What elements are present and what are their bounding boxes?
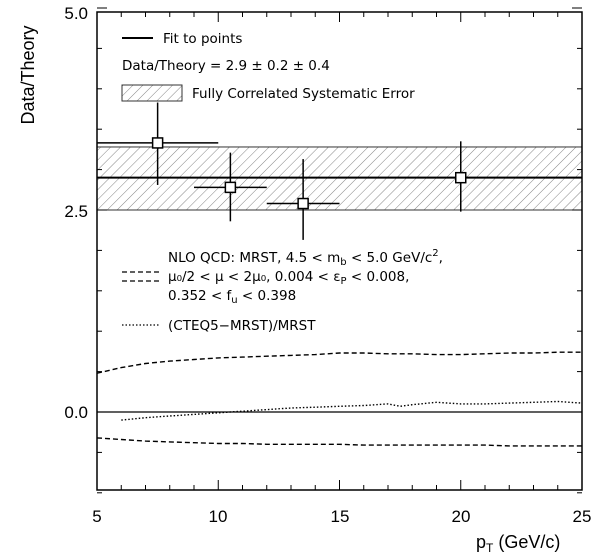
data-point (224, 181, 237, 194)
legend-cteq: (CTEQ5−MRST)/MRST (168, 318, 316, 334)
x-tick-label: 5 (92, 507, 101, 526)
x-tick-label: 15 (331, 507, 350, 526)
axis-ticks (96, 7, 583, 494)
x-tick-label: 25 (573, 507, 592, 526)
legend-band: Fully Correlated Systematic Error (192, 86, 415, 102)
x-tick-label: 10 (209, 507, 228, 526)
series-line (121, 400, 583, 421)
y-tick-label: 0.0 (64, 403, 88, 422)
legend-fit: Fit to points (163, 31, 242, 47)
x-axis-label: pT (GeV/c) (476, 532, 560, 555)
y-axis-label: Data/Theory (18, 25, 38, 124)
data-points (97, 102, 582, 240)
legend-ratio: Data/Theory = 2.9 ± 0.2 ± 0.4 (122, 58, 330, 74)
legend-nlo-line3: 0.352 < fu < 0.398 (168, 288, 296, 306)
legend-nlo-line1: NLO QCD: MRST, 4.5 < mb < 5.0 GeV/c2, (168, 248, 443, 268)
legend-nlo-line2: μ₀/2 < μ < 2μ₀, 0.004 < εP < 0.008, (168, 269, 409, 287)
x-tick-label: 20 (452, 507, 471, 526)
data-point (151, 137, 164, 149)
series-line (96, 437, 582, 447)
data-point (297, 197, 309, 210)
y-tick-label: 5.0 (64, 4, 88, 23)
theory-curves (96, 351, 583, 447)
band-legend-swatch (121, 84, 183, 102)
data-point (455, 171, 467, 184)
y-tick-label: 2.5 (64, 202, 88, 221)
series-line (96, 351, 582, 374)
